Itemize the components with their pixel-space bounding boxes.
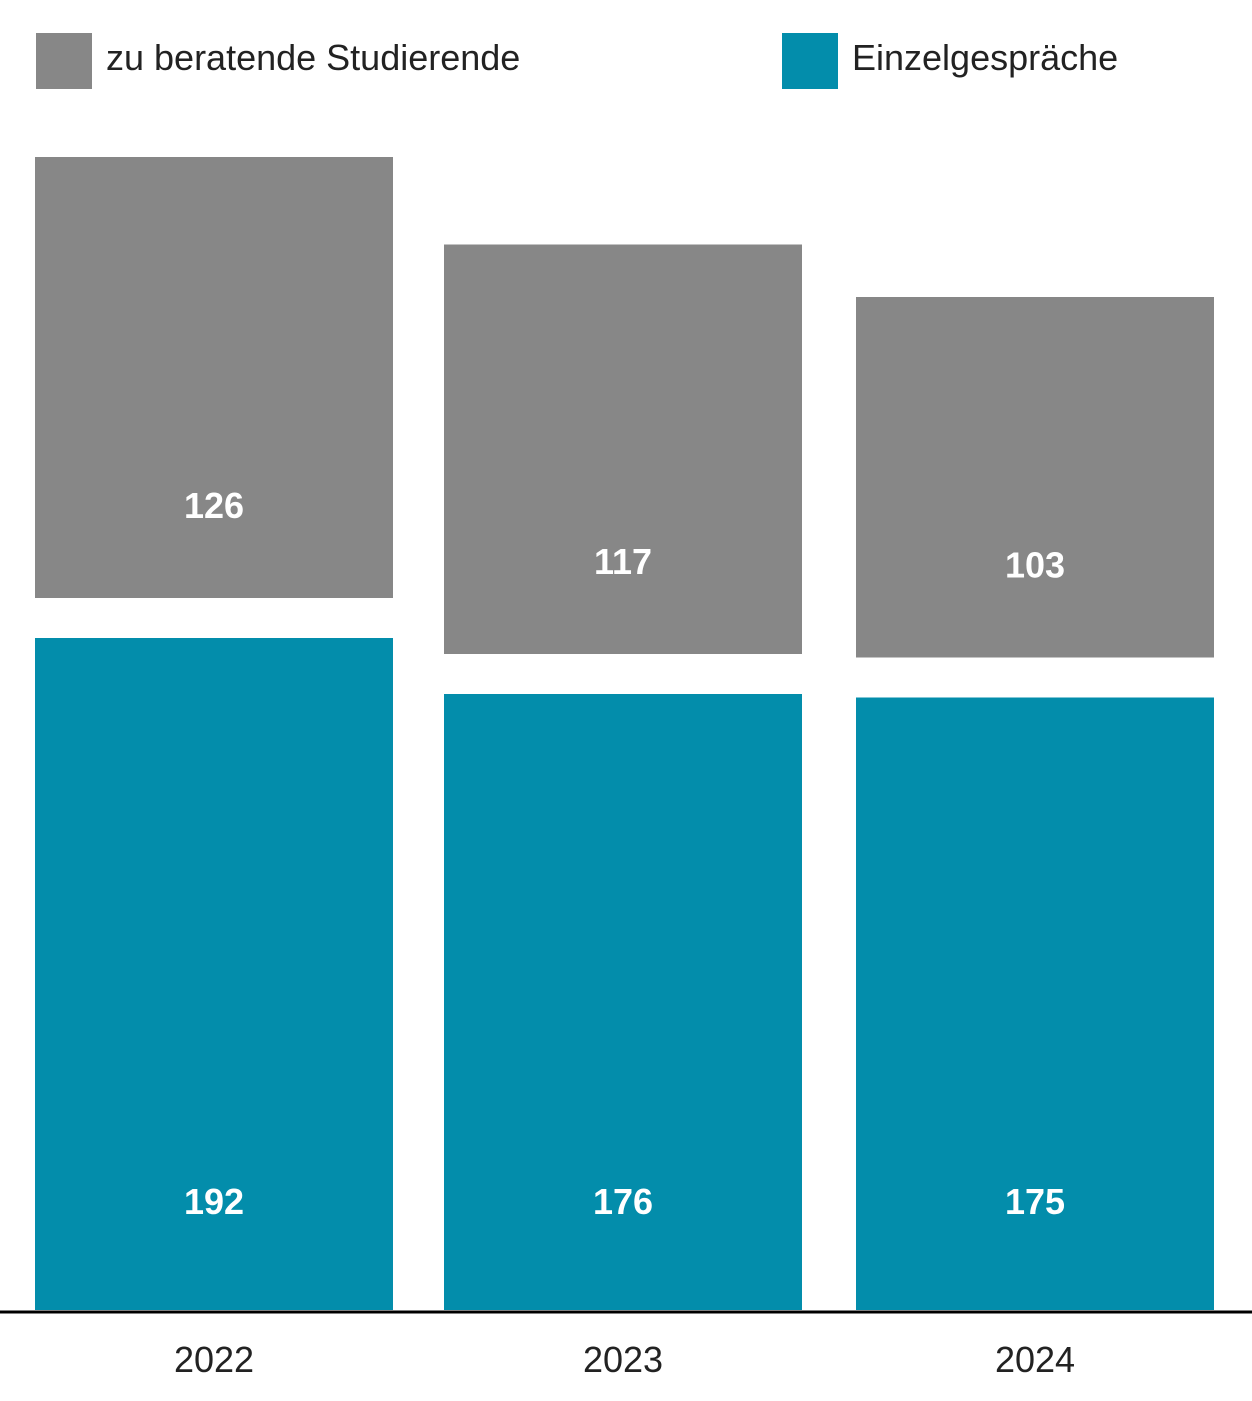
data-label-zu-beratende-studierende-2023: 117 xyxy=(594,541,652,582)
legend-swatch-einzelgespraeche xyxy=(782,33,838,89)
data-label-einzelgespraeche-2022: 192 xyxy=(184,1181,244,1222)
bar-zu-beratende-studierende-2022 xyxy=(35,157,393,598)
legend: zu beratende Studierende Einzelgespräche xyxy=(36,33,1118,89)
data-label-zu-beratende-studierende-2024: 103 xyxy=(1005,545,1065,586)
legend-swatch-zu-beratende-studierende xyxy=(36,33,92,89)
data-label-zu-beratende-studierende-2022: 126 xyxy=(184,485,244,526)
bars: 192 126 176 117 175 103 xyxy=(35,157,1214,1310)
bar-zu-beratende-studierende-2024 xyxy=(856,297,1214,658)
data-label-einzelgespraeche-2023: 176 xyxy=(593,1181,653,1222)
bar-einzelgespraeche-2023 xyxy=(444,694,802,1310)
x-tick-label-2023: 2023 xyxy=(583,1339,663,1380)
data-label-einzelgespraeche-2024: 175 xyxy=(1005,1181,1065,1222)
x-tick-label-2022: 2022 xyxy=(174,1339,254,1380)
legend-label-einzelgespraeche: Einzelgespräche xyxy=(852,37,1118,78)
x-tick-label-2024: 2024 xyxy=(995,1339,1075,1380)
bar-zu-beratende-studierende-2023 xyxy=(444,244,802,654)
bar-einzelgespraeche-2022 xyxy=(35,638,393,1310)
x-tick-labels: 2022 2023 2024 xyxy=(174,1339,1075,1380)
legend-label-zu-beratende-studierende: zu beratende Studierende xyxy=(106,37,520,78)
bar-einzelgespraeche-2024 xyxy=(856,697,1214,1310)
